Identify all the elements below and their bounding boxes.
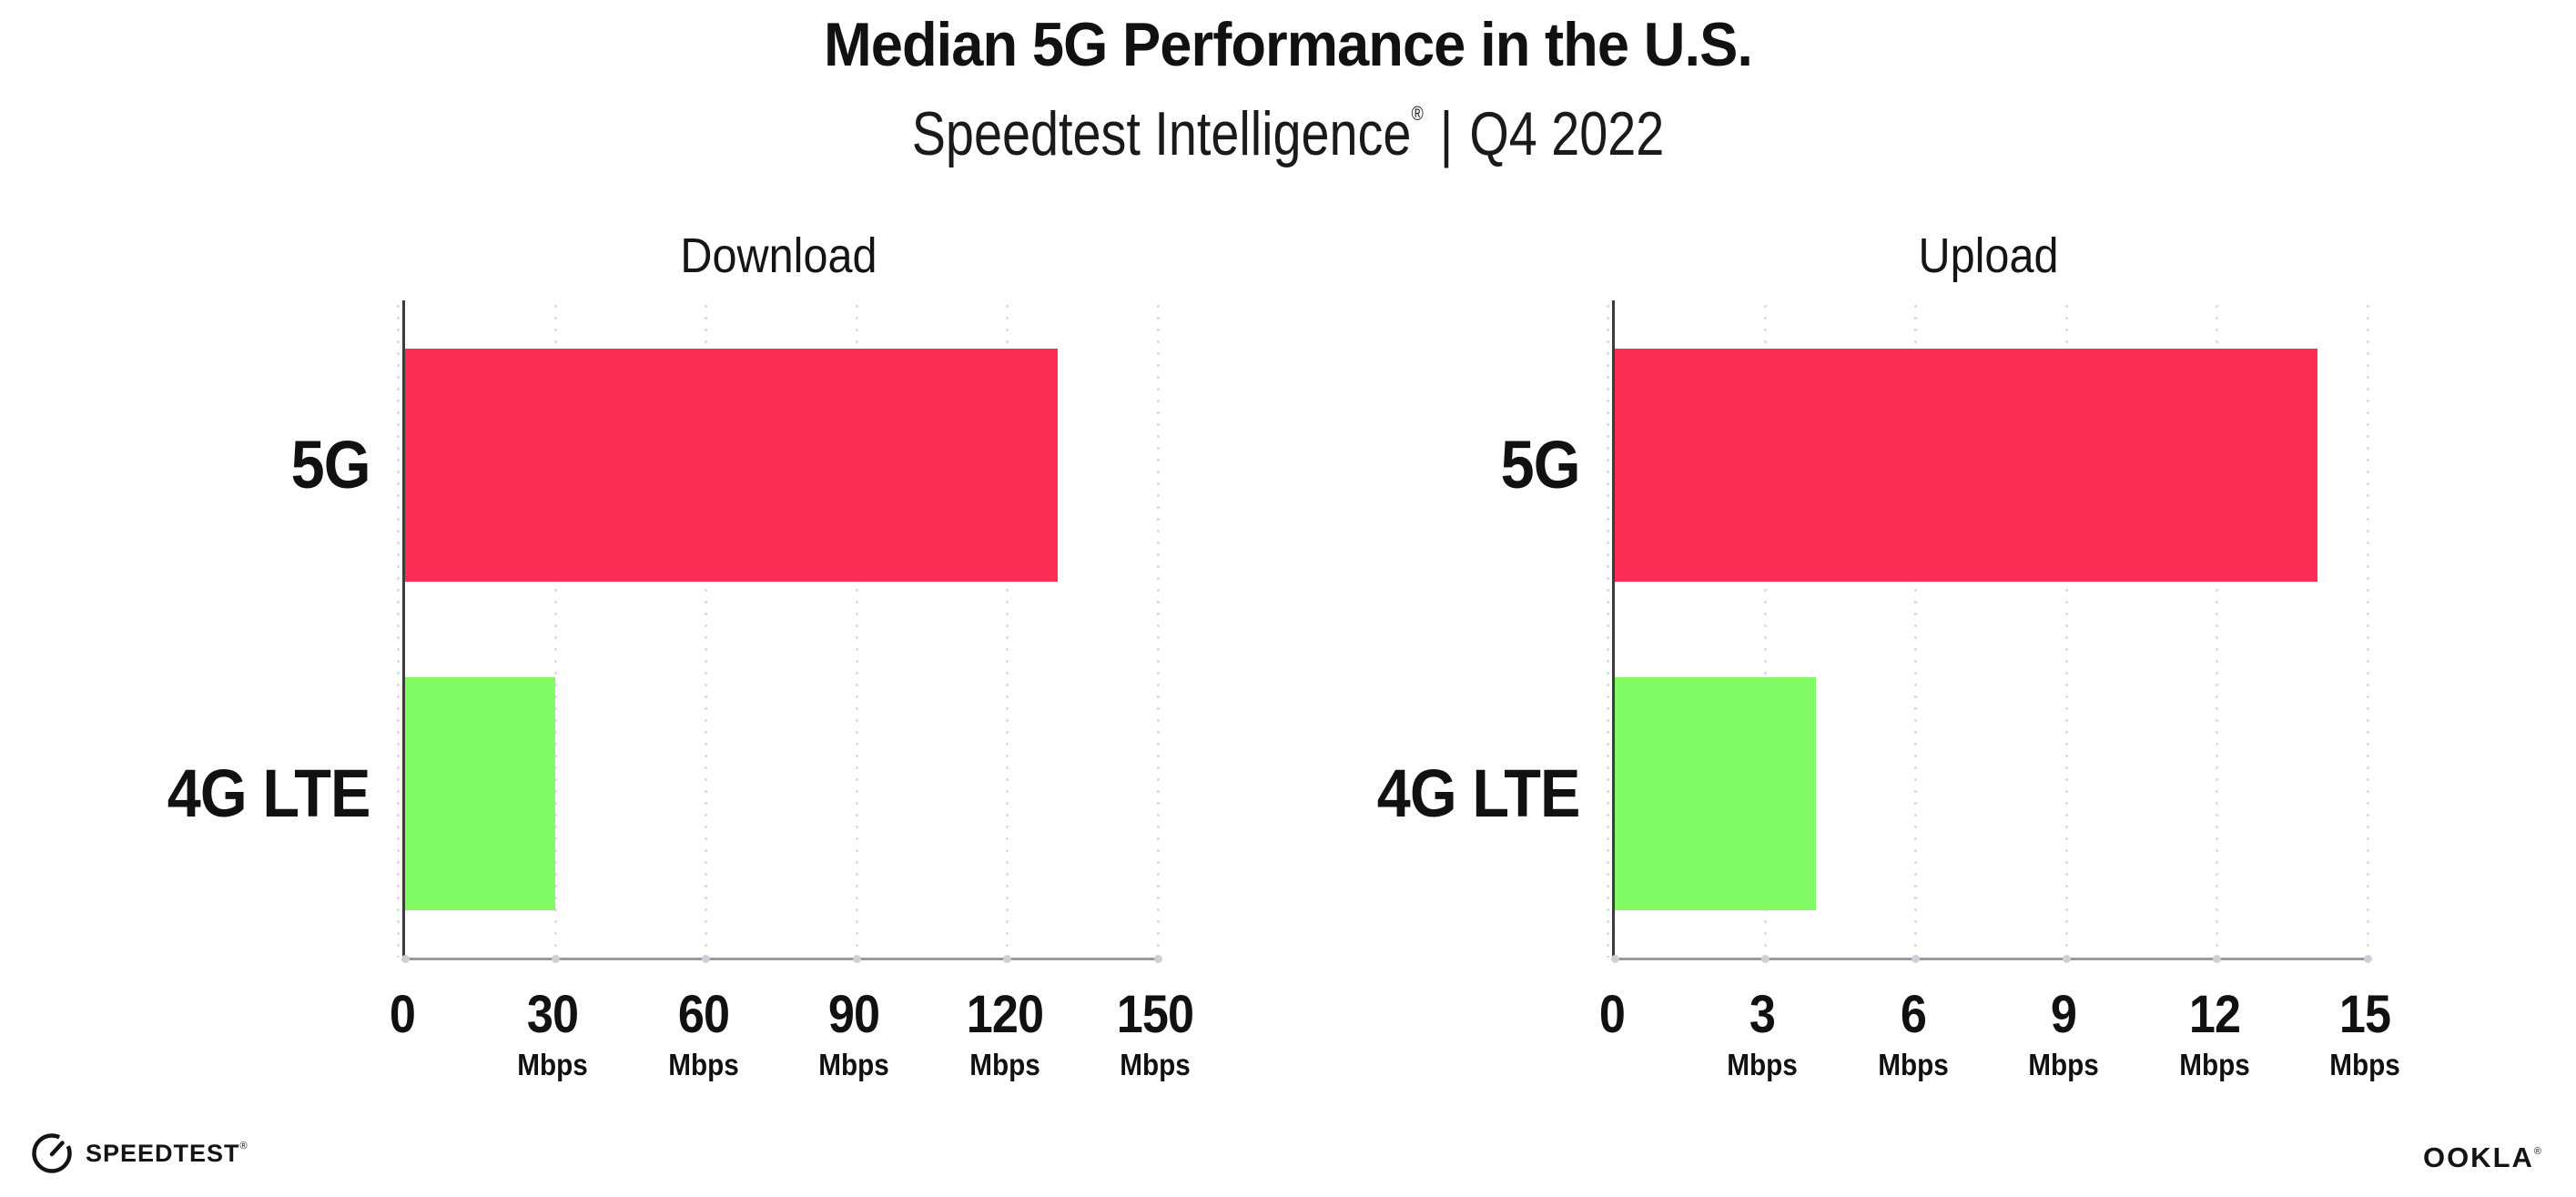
axis-tick-dot [2363, 955, 2372, 963]
x-tick-label: 30 Mbps [479, 989, 626, 1080]
speedtest-gauge-icon [32, 1133, 72, 1173]
speedtest-logo: SPEEDTEST® [30, 1131, 248, 1175]
gridline [1006, 300, 1009, 958]
chart-title-upload: Upload [1918, 228, 2059, 283]
ookla-wordmark: OOKLA [2422, 1141, 2534, 1173]
axis-tick-dot [1153, 955, 1162, 963]
gridline [1914, 300, 1918, 958]
gridline [2216, 300, 2219, 958]
gridline [1156, 300, 1160, 958]
category-label-text: 5G [290, 427, 371, 502]
x-tick-value: 15 [2338, 985, 2391, 1044]
x-tick-unit: Mbps [1120, 1048, 1191, 1081]
subtitle-brand: Speedtest Intelligence [911, 99, 1412, 168]
page-title: Median 5G Performance in the U.S. [823, 10, 1753, 79]
plot-area-upload [1607, 300, 2372, 963]
x-tick-value: 0 [389, 985, 416, 1044]
subtitle-separator: | [1439, 99, 1454, 168]
x-tick-value: 60 [677, 985, 730, 1044]
ookla-trademark: ® [2533, 1146, 2543, 1157]
bar-4g-lte-download [405, 676, 556, 910]
bar-5g-download [405, 348, 1058, 582]
category-label-5g: 5G [79, 300, 371, 629]
category-label-text: 5G [1500, 427, 1581, 502]
axis-tick-dot [852, 955, 861, 963]
axis-tick-dot [702, 955, 711, 963]
category-label-text: 4G LTE [1377, 756, 1581, 831]
x-tick-unit: Mbps [2329, 1048, 2400, 1081]
x-tick-label: 3 Mbps [1689, 989, 1836, 1080]
axis-tick-dot [401, 955, 410, 963]
gridline [1763, 300, 1767, 958]
x-tick-unit: Mbps [2178, 1048, 2250, 1081]
bar-4g-lte-upload [1615, 676, 1816, 910]
x-tick-unit: Mbps [517, 1048, 589, 1081]
category-label-5g: 5G [1289, 300, 1581, 629]
gridline [2064, 300, 2068, 958]
axis-tick-dot [1912, 955, 1921, 963]
x-tick-value: 30 [527, 985, 579, 1044]
registered-mark: ® [1411, 102, 1424, 125]
page-subtitle: Speedtest Intelligence® | Q4 2022 [232, 100, 2345, 168]
x-tick-label: 60 Mbps [630, 989, 777, 1080]
axis-tick-dot [2062, 955, 2071, 963]
x-tick-value: 9 [2051, 985, 2077, 1044]
chart-title-download: Download [680, 228, 877, 283]
gridline [2366, 300, 2369, 958]
category-label-text: 4G LTE [167, 756, 371, 831]
gridline [705, 300, 708, 958]
ookla-logo: OOKLA® [2423, 1141, 2543, 1174]
x-tick-value: 90 [828, 985, 880, 1044]
gridline [553, 300, 557, 958]
x-tick-value: 12 [2188, 985, 2240, 1044]
axis-tick-dot [1610, 955, 1619, 963]
x-tick-label: 6 Mbps [1840, 989, 1987, 1080]
x-tick-value: 0 [1598, 985, 1626, 1044]
speedtest-trademark: ® [239, 1140, 248, 1151]
x-tick-label: 0 [329, 989, 476, 1041]
x-tick-unit: Mbps [818, 1048, 889, 1081]
x-tick-value: 3 [1749, 985, 1776, 1044]
x-tick-label: 12 Mbps [2141, 989, 2288, 1080]
subtitle-period: Q4 2022 [1469, 99, 1665, 168]
x-tick-label: 150 Mbps [1081, 989, 1229, 1080]
x-tick-label: 90 Mbps [780, 989, 928, 1080]
category-label-4g-lte: 4G LTE [79, 629, 371, 958]
x-tick-unit: Mbps [1878, 1048, 1949, 1081]
bar-5g-upload [1615, 348, 2317, 582]
x-tick-unit: Mbps [668, 1048, 739, 1081]
axis-tick-dot [1003, 955, 1012, 963]
x-tick-label: 9 Mbps [1990, 989, 2137, 1080]
speedtest-wordmark: SPEEDTEST® [86, 1140, 248, 1168]
x-tick-value: 150 [1116, 985, 1194, 1044]
x-tick-unit: Mbps [2028, 1048, 2099, 1081]
gridline [855, 300, 858, 958]
axis-tick-dot [2213, 955, 2222, 963]
x-tick-label: 120 Mbps [931, 989, 1079, 1080]
x-tick-label: 15 Mbps [2291, 989, 2439, 1080]
x-tick-value: 6 [1900, 985, 1927, 1044]
category-label-4g-lte: 4G LTE [1289, 629, 1581, 958]
x-tick-unit: Mbps [1727, 1048, 1799, 1081]
speedtest-wordmark-text: SPEEDTEST [86, 1139, 240, 1167]
axis-tick-dot [551, 955, 560, 963]
x-tick-unit: Mbps [969, 1048, 1040, 1081]
plot-area-download [397, 300, 1162, 963]
axis-tick-dot [1760, 955, 1770, 963]
x-tick-value: 120 [966, 985, 1043, 1044]
x-tick-label: 0 [1538, 989, 1686, 1041]
